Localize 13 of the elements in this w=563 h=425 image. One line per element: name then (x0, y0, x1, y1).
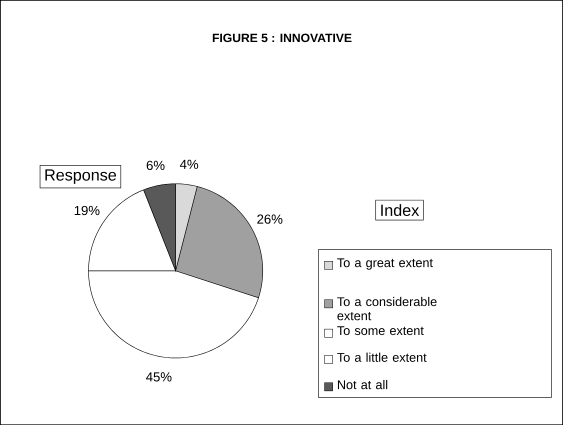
data-label: 26% (257, 214, 282, 224)
legend-label: To a great extent (337, 258, 433, 270)
data-label: 6% (146, 160, 165, 170)
text: Response (45, 169, 116, 184)
data-label: 19% (74, 206, 100, 216)
legend-label: To a little extent (337, 352, 427, 362)
chart-title: FIGURE 5 : INNOVATIVE (212, 33, 352, 42)
legend-label: To a considerable extent (337, 296, 437, 320)
legend-label: Not at all (338, 380, 388, 390)
data-label: 4% (180, 160, 198, 169)
legend-title: Index (381, 204, 420, 216)
data-label: 45% (146, 372, 172, 382)
legend-label: To some extent (337, 326, 424, 335)
